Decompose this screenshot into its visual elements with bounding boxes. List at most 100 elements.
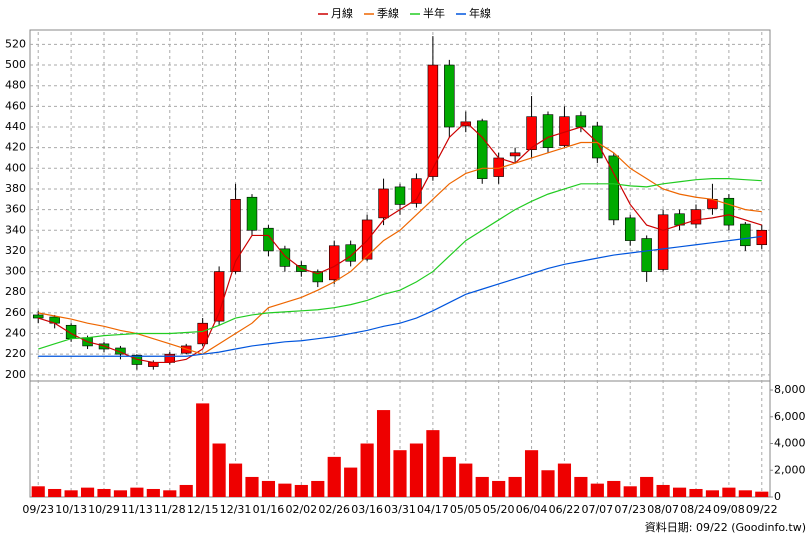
x-tick-label: 03/16 <box>351 503 383 516</box>
x-tick-label: 03/31 <box>384 503 416 516</box>
volume-bar <box>327 456 341 497</box>
x-tick-label: 11/28 <box>154 503 186 516</box>
candle-body <box>394 186 406 205</box>
x-tick-label: 08/24 <box>680 503 712 516</box>
x-tick-label: 02/26 <box>318 503 350 516</box>
volume-bar <box>409 443 424 497</box>
footer: 資料日期: 09/22 (Goodinfo.tw) <box>645 520 806 534</box>
y-tick-label: 400 <box>5 161 26 174</box>
candle-body <box>312 271 324 283</box>
candle-body <box>246 196 258 231</box>
volume-bar <box>113 490 128 497</box>
volume-bar <box>212 443 226 497</box>
x-tick-label: 08/07 <box>647 503 679 516</box>
x-tick-label: 07/07 <box>581 503 613 516</box>
volume-bar <box>163 490 177 497</box>
candle-body <box>361 219 373 260</box>
candle-body <box>444 64 455 128</box>
candle-body <box>641 238 652 272</box>
volume-bar <box>426 430 440 497</box>
y-tick-label: 420 <box>5 141 26 154</box>
y-tick-label: 300 <box>5 265 26 278</box>
candle-body <box>115 347 126 355</box>
volume-bar <box>475 476 489 497</box>
volume-bar <box>245 476 259 497</box>
volume-bar <box>541 470 555 497</box>
volume-bar <box>196 403 210 497</box>
volume-bar <box>261 480 276 497</box>
volume-bar <box>228 463 243 497</box>
volume-bar <box>524 450 539 497</box>
volume-bar <box>738 490 752 497</box>
volume-bar <box>376 410 391 497</box>
candle-body <box>148 362 159 367</box>
y-tick-label: 360 <box>5 203 26 216</box>
x-tick-label: 11/13 <box>121 503 153 516</box>
volume-bar <box>607 480 621 497</box>
volume-bar <box>640 476 654 497</box>
volume-bar <box>623 486 637 497</box>
volume-tick-label: 4,000 <box>774 437 806 450</box>
ma-line <box>38 121 762 364</box>
candle-body <box>32 314 44 319</box>
y-tick-label: 440 <box>5 120 26 133</box>
candle-body <box>230 198 241 272</box>
y-tick-label: 280 <box>5 285 26 298</box>
candle-body <box>345 244 356 262</box>
legend-label: 季線 <box>377 6 399 20</box>
candle-body <box>657 214 669 270</box>
candle-body <box>542 114 554 148</box>
x-tick-label: 04/17 <box>417 503 449 516</box>
volume-bar <box>755 491 769 497</box>
candle-body <box>723 197 735 226</box>
candle-body <box>624 217 636 241</box>
volume-bar <box>31 486 45 497</box>
volume-bar <box>557 463 572 497</box>
x-tick-label: 05/20 <box>483 503 515 516</box>
volume-bar <box>492 480 506 497</box>
x-tick-label: 01/16 <box>253 503 285 516</box>
ma-line <box>38 235 762 357</box>
volume-bar <box>393 450 407 497</box>
x-tick-label: 07/23 <box>614 503 646 516</box>
volume-bar <box>672 487 687 497</box>
volume-bar <box>130 487 144 497</box>
candle-body <box>476 120 488 179</box>
y-tick-label: 320 <box>5 244 26 257</box>
y-tick-label: 500 <box>5 58 26 71</box>
volume-bar <box>64 490 78 497</box>
x-tick-label: 09/22 <box>746 503 778 516</box>
volume-bar <box>656 484 670 497</box>
x-tick-label: 12/15 <box>187 503 219 516</box>
ma-line <box>38 178 762 350</box>
y-tick-label: 520 <box>5 37 26 50</box>
volume-bar <box>294 484 308 497</box>
candle-body <box>427 64 439 177</box>
legend-label: 月線 <box>331 6 353 20</box>
volume-bar <box>80 487 95 497</box>
volume-bar <box>179 484 193 497</box>
candle-body <box>526 116 537 151</box>
x-tick-label: 06/22 <box>549 503 581 516</box>
volume-bar <box>574 476 588 497</box>
ma-line <box>38 141 762 355</box>
volume-bar <box>146 488 160 497</box>
x-tick-label: 10/29 <box>88 503 120 516</box>
legend-label: 半年 <box>423 6 445 20</box>
volume-tick-label: 2,000 <box>774 463 806 476</box>
candle-body <box>690 209 702 225</box>
x-tick-label: 10/13 <box>55 503 87 516</box>
y-tick-label: 240 <box>5 327 26 340</box>
candle-body <box>279 248 291 267</box>
x-tick-label: 09/23 <box>22 503 54 516</box>
candle-body <box>263 227 274 252</box>
candle-body <box>575 115 587 128</box>
candle-body <box>197 322 208 345</box>
x-tick-label: 12/31 <box>220 503 252 516</box>
candle-body <box>608 155 620 221</box>
x-tick-label: 02/02 <box>285 503 317 516</box>
volume-bar <box>360 443 374 497</box>
volume-bar <box>722 487 736 497</box>
y-tick-label: 220 <box>5 347 26 360</box>
